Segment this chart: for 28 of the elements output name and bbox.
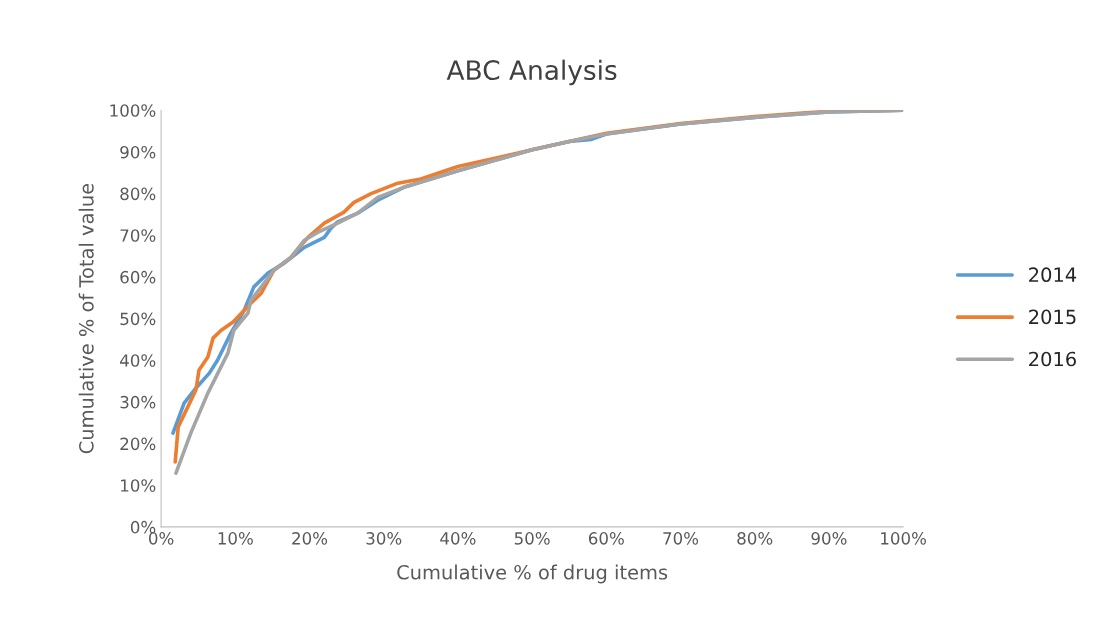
x-tick-label: 100% [881,532,927,545]
y-tick-label: 40% [120,354,156,367]
x-tick-label: 50% [514,532,550,545]
x-tick-label: 60% [588,532,624,545]
x-tick-label: 20% [292,532,328,545]
y-tick-label: 50% [120,312,156,326]
x-tick-label: 0% [148,532,174,545]
legend-label: 2015 [1029,309,1076,325]
legend-label: 2014 [1029,267,1077,283]
x-tick-label: 70% [663,532,699,545]
x-tick-label: 30% [366,532,402,545]
y-tick-label: 90% [120,145,156,159]
y-tick-label: 80% [120,187,156,201]
y-axis-title: Cumulative % of Total value [78,183,94,454]
y-tick-label: 70% [120,229,156,242]
y-tick-label: 60% [120,270,156,284]
x-axis-title: Cumulative % of drug items [397,564,668,584]
y-tick-label: 30% [120,395,156,409]
y-tick-label: 10% [121,479,156,492]
x-tick-label: 90% [811,532,847,545]
y-tick-label: 100% [110,104,156,117]
chart-title: ABC Analysis [446,59,617,86]
legend-label: 2016 [1029,351,1076,367]
y-tick-label: 20% [120,437,156,451]
y-tick-label: 0% [130,520,156,534]
x-tick-label: 10% [218,532,253,545]
x-tick-label: 80% [737,532,773,545]
x-tick-label: 40% [440,532,476,545]
